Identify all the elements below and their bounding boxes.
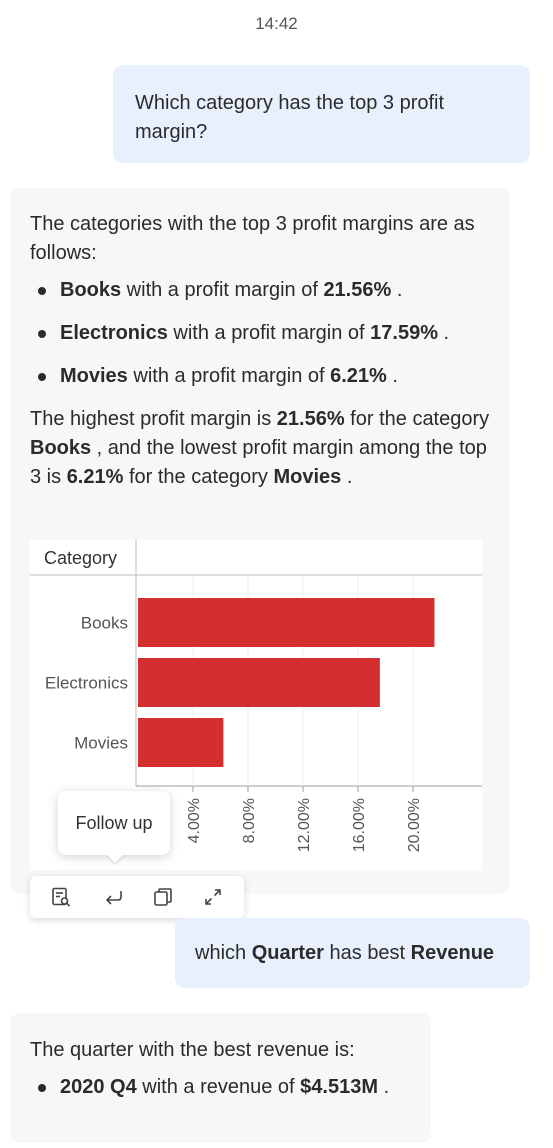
- x-tick-label: 12.00%: [296, 798, 313, 852]
- user-message-bubble: which Quarter has best Revenue: [175, 918, 530, 988]
- follow-up-icon: [105, 891, 122, 905]
- follow-up-button[interactable]: [102, 885, 126, 909]
- list-text: with a profit margin of: [167, 322, 371, 344]
- message-action-toolbar: [30, 876, 244, 918]
- answer-intro: The categories with the top 3 profit mar…: [30, 213, 475, 264]
- user-message-text: Which category has the top 3 profit marg…: [135, 92, 445, 143]
- summary-value: 21.56%: [276, 408, 345, 430]
- category-column-header: Category: [44, 548, 117, 568]
- summary-text: The highest profit margin is: [30, 408, 277, 430]
- summary-text: for the category: [123, 466, 274, 488]
- summary-value: Books: [30, 437, 92, 459]
- answer-list: Books with a profit margin of 21.56% . E…: [30, 276, 490, 391]
- category-name: Books: [60, 279, 122, 301]
- list-text: .: [437, 322, 450, 344]
- x-tick-label: 4.00%: [186, 798, 203, 843]
- x-tick-label: 8.00%: [241, 798, 258, 843]
- summary-value: 6.21%: [66, 466, 124, 488]
- list-item: Books with a profit margin of 21.56% .: [38, 276, 490, 305]
- copy-icon: [154, 888, 172, 906]
- expand-button[interactable]: [201, 885, 225, 909]
- tooltip-arrow: [106, 854, 124, 863]
- list-item: Electronics with a profit margin of 17.5…: [38, 319, 490, 348]
- message-timestamp: 14:42: [255, 14, 298, 33]
- inspect-query-button[interactable]: [49, 885, 73, 909]
- user-message-keyword: Quarter: [251, 942, 324, 964]
- assistant-message-bubble: The quarter with the best revenue is: 20…: [10, 1013, 431, 1143]
- answer-list: 2020 Q4 with a revenue of $4.513M .: [30, 1073, 411, 1102]
- revenue-value: $4.513M: [300, 1076, 379, 1098]
- list-text: .: [386, 365, 398, 387]
- category-name: Electronics: [60, 322, 168, 344]
- category-name: Movies: [60, 365, 128, 387]
- summary-value: Movies: [273, 466, 342, 488]
- bar-electronics: [138, 658, 380, 707]
- user-message-bubble: Which category has the top 3 profit marg…: [113, 65, 530, 163]
- list-text: with a revenue of: [136, 1076, 301, 1098]
- inspect-query-icon: [52, 887, 71, 907]
- user-message-text: which: [195, 942, 252, 964]
- expand-icon: [205, 889, 221, 905]
- bar-movies: [138, 718, 224, 767]
- summary-text: for the category: [344, 408, 490, 430]
- x-tick-label: 20.00%: [406, 798, 423, 852]
- list-item: 2020 Q4 with a revenue of $4.513M .: [38, 1073, 411, 1102]
- summary-text: , and the lowest profit margin among the…: [30, 437, 487, 488]
- list-text: .: [378, 1076, 390, 1098]
- summary-text: .: [341, 466, 353, 488]
- quarter-name: 2020 Q4: [60, 1076, 137, 1098]
- x-tick-label: 16.00%: [351, 798, 368, 852]
- bar-books: [138, 598, 435, 647]
- margin-value: 17.59%: [370, 322, 438, 344]
- chart-svg: Category Books Electronics Movies 4.00% 8.00%…: [30, 540, 482, 852]
- follow-up-tooltip: Follow up: [58, 791, 170, 855]
- user-message-text: has best: [323, 942, 411, 964]
- margin-value: 21.56%: [323, 279, 392, 301]
- margin-value: 6.21%: [330, 365, 387, 387]
- list-item: Movies with a profit margin of 6.21% .: [38, 362, 490, 391]
- answer-summary: The highest profit margin is 21.56% for …: [30, 405, 490, 492]
- user-message-keyword: Revenue: [410, 942, 495, 964]
- category-label: Books: [81, 614, 128, 633]
- category-label: Electronics: [45, 674, 128, 693]
- answer-intro: The quarter with the best revenue is:: [30, 1039, 355, 1061]
- list-text: with a profit margin of: [127, 365, 331, 387]
- list-text: with a profit margin of: [121, 279, 324, 301]
- list-text: .: [391, 279, 403, 301]
- copy-button[interactable]: [151, 885, 175, 909]
- category-label: Movies: [74, 734, 128, 753]
